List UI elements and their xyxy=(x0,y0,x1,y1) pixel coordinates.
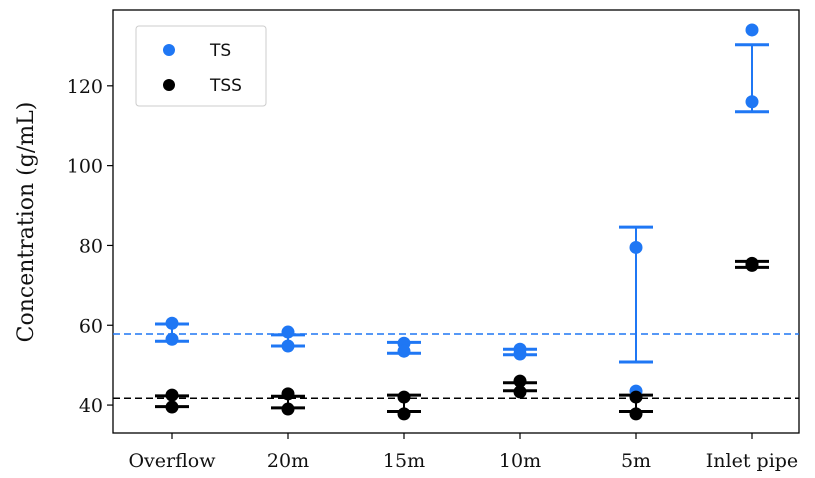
point-ts xyxy=(165,316,179,330)
x-tick-label: Inlet pipe xyxy=(706,450,798,472)
point-tss xyxy=(629,407,643,421)
legend-label-ts: TS xyxy=(209,41,231,61)
data-points xyxy=(165,23,759,421)
point-ts xyxy=(397,344,411,358)
legend-label-tss: TSS xyxy=(209,76,242,96)
legend: TS TSS xyxy=(135,25,267,107)
y-tick-label: 120 xyxy=(67,76,103,98)
point-ts xyxy=(281,339,295,353)
point-tss xyxy=(397,407,411,421)
x-tick-label: 5m xyxy=(621,450,651,472)
y-tick-label: 40 xyxy=(79,395,103,417)
reference-lines xyxy=(113,333,799,400)
x-axis-ticks: Overflow 20m 15m 10m 5m Inlet pipe xyxy=(128,433,798,472)
x-tick-label: 20m xyxy=(267,450,309,472)
point-ts xyxy=(745,95,759,109)
x-tick-label: Overflow xyxy=(128,450,216,472)
y-axis-ticks: 40 60 80 100 120 xyxy=(67,76,113,417)
legend-box xyxy=(135,25,267,107)
y-tick-label: 60 xyxy=(79,315,103,337)
point-tss xyxy=(745,258,759,272)
point-tss xyxy=(397,390,411,404)
x-tick-label: 15m xyxy=(383,450,425,472)
point-ts xyxy=(745,23,759,37)
point-tss xyxy=(281,402,295,416)
point-ts xyxy=(281,325,295,339)
point-ts xyxy=(165,332,179,346)
y-tick-label: 80 xyxy=(79,235,103,257)
y-axis-title: Concentration (g/mL) xyxy=(14,102,39,343)
point-tss xyxy=(281,387,295,401)
legend-marker-tss xyxy=(163,79,175,91)
point-tss xyxy=(165,400,179,414)
point-tss xyxy=(513,374,527,388)
point-ts xyxy=(513,347,527,361)
y-tick-label: 100 xyxy=(67,156,103,178)
point-tss xyxy=(629,390,643,404)
point-tss xyxy=(513,385,527,399)
legend-marker-ts xyxy=(163,44,175,56)
point-tss xyxy=(165,388,179,402)
x-tick-label: 10m xyxy=(499,450,541,472)
point-ts xyxy=(629,240,643,254)
